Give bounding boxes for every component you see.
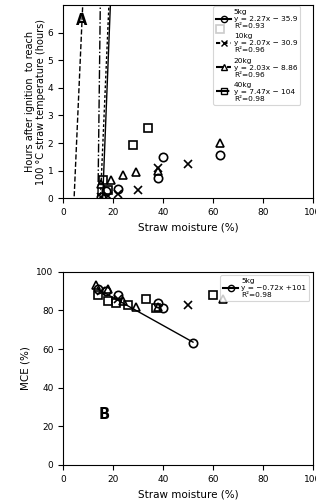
Legend: 5kg
y = 2.27x − 35.9
R²=0.93, 10kg
y = 2.07x − 30.9
R²=0.96, 20kg
y = 2.03x − 8.: 5kg y = 2.27x − 35.9 R²=0.93, 10kg y = 2…	[213, 6, 301, 104]
Text: A: A	[76, 12, 87, 28]
X-axis label: Straw moisture (%): Straw moisture (%)	[138, 222, 238, 232]
Text: B: B	[98, 407, 109, 422]
X-axis label: Straw moisture (%): Straw moisture (%)	[138, 490, 238, 500]
Y-axis label: Hours after ignition  to reach
100 °C straw temperature (hours): Hours after ignition to reach 100 °C str…	[25, 18, 46, 184]
Y-axis label: MCE (%): MCE (%)	[21, 346, 31, 391]
Legend: 5kg
y = −0.72x +101
R²=0.98: 5kg y = −0.72x +101 R²=0.98	[221, 276, 309, 301]
